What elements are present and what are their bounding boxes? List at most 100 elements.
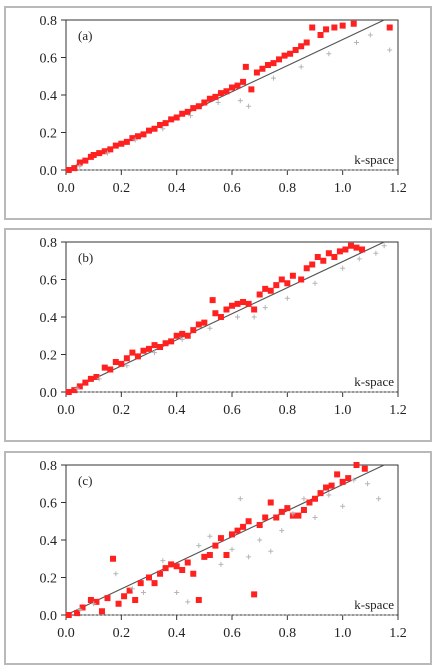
data-point-red — [107, 146, 114, 153]
data-point-gray — [207, 325, 213, 331]
data-point-gray — [207, 533, 213, 539]
chart-panel-a: 0.0 0.2 0.4 0.6 0.8 0.0 0.2 0.4 0.6 0.8 1.0 1.2 (a) k… — [4, 6, 432, 220]
x-tick-label: 0.8 — [279, 626, 297, 641]
data-point-red — [112, 359, 119, 365]
data-point-gray — [279, 528, 285, 534]
data-point-gray — [326, 51, 332, 57]
data-point-red — [87, 375, 94, 382]
y-tick-label: 0.6 — [40, 52, 58, 67]
data-point-gray — [235, 314, 241, 320]
data-point-red — [173, 114, 180, 121]
data-point-red — [190, 570, 197, 577]
data-point-gray — [340, 503, 346, 509]
data-point-gray — [237, 496, 243, 502]
data-point-gray — [365, 481, 371, 487]
data-point-red — [259, 65, 266, 72]
data-point-gray — [140, 590, 146, 595]
data-point-red — [242, 63, 249, 70]
data-point-red — [342, 246, 349, 253]
data-point-red — [65, 389, 72, 395]
data-point-red — [217, 535, 224, 542]
data-point-red — [132, 597, 139, 603]
data-point-red — [184, 559, 191, 566]
data-point-red — [336, 248, 343, 255]
data-point-red — [276, 56, 283, 63]
chart-panel-b: 0.0 0.2 0.4 0.6 0.8 0.0 0.2 0.4 0.6 0.8 1.0 1.2 (b) k… — [4, 228, 432, 442]
data-point-red — [79, 604, 86, 611]
x-tick-label: 1.2 — [389, 403, 407, 418]
data-point-gray — [290, 511, 296, 517]
data-point-red — [273, 282, 280, 289]
data-point-red — [298, 276, 305, 283]
data-point-red — [251, 591, 258, 598]
data-point-red — [245, 300, 252, 307]
data-point-gray — [301, 496, 307, 502]
data-point-red — [110, 555, 117, 562]
data-point-red — [345, 475, 352, 482]
data-point-red — [267, 499, 274, 506]
data-point-gray — [174, 590, 180, 595]
data-point-red — [137, 580, 144, 587]
data-point-red — [323, 484, 330, 491]
data-point-red — [179, 110, 186, 117]
data-point-gray — [246, 554, 252, 560]
data-point-gray — [188, 113, 193, 119]
data-point-red — [248, 86, 255, 93]
data-point-gray — [312, 280, 318, 286]
data-point-red — [162, 120, 169, 127]
data-point-red — [201, 553, 208, 560]
data-point-red — [76, 383, 83, 390]
data-point-red — [328, 482, 335, 489]
y-tick-label: 0.2 — [40, 572, 58, 587]
data-point-gray — [262, 305, 268, 311]
x-tick-label: 0.8 — [279, 181, 297, 196]
data-point-red — [184, 108, 191, 115]
data-point-red — [87, 597, 94, 603]
data-point-red — [134, 353, 141, 360]
data-point-gray — [257, 537, 263, 543]
data-point-red — [312, 495, 318, 502]
data-point-red — [300, 507, 307, 513]
x-tick-label: 0.6 — [223, 181, 241, 196]
data-point-gray — [77, 606, 83, 612]
chart-panel-c: 0.0 0.2 0.4 0.6 0.8 0.0 0.2 0.4 0.6 0.8 1.0 1.2 (c) k… — [4, 451, 432, 665]
data-point-red — [270, 60, 277, 67]
data-point-red — [190, 327, 197, 334]
x-tick-label: 1.0 — [334, 403, 352, 418]
data-point-red — [179, 330, 186, 337]
data-point-gray — [284, 295, 290, 301]
data-point-red — [107, 366, 114, 373]
data-point-red — [292, 47, 299, 53]
data-point-red — [96, 150, 103, 157]
x-tick-label: 0.0 — [57, 626, 75, 641]
data-point-gray — [351, 477, 357, 483]
reference-line — [65, 464, 385, 616]
data-point-red — [350, 20, 357, 27]
data-point-red — [129, 135, 136, 142]
data-point-red — [303, 39, 310, 46]
data-point-red — [168, 338, 175, 345]
x-tick-label: 0.4 — [168, 181, 186, 196]
data-point-red — [209, 297, 216, 304]
data-point-red — [71, 387, 78, 394]
data-point-red — [317, 32, 324, 38]
data-point-red — [146, 127, 152, 134]
data-point-gray — [185, 599, 191, 605]
y-tick-label: 0.4 — [40, 311, 58, 326]
data-point-red — [123, 355, 130, 362]
data-point-red — [168, 561, 175, 568]
plot-frame-b — [65, 241, 399, 393]
data-point-gray — [74, 385, 80, 391]
data-point-red — [284, 280, 291, 287]
data-point-red — [168, 116, 175, 123]
data-point-gray — [215, 100, 221, 105]
data-point-red — [240, 523, 247, 530]
data-point-red — [129, 349, 136, 356]
x-tick-label: 1.0 — [334, 181, 352, 196]
k-space-annotation: k-space — [354, 597, 394, 612]
data-point-red — [234, 300, 241, 307]
data-point-red — [240, 299, 247, 305]
data-point-red — [134, 133, 141, 140]
data-point-gray — [376, 496, 382, 502]
data-point-red — [212, 93, 219, 100]
